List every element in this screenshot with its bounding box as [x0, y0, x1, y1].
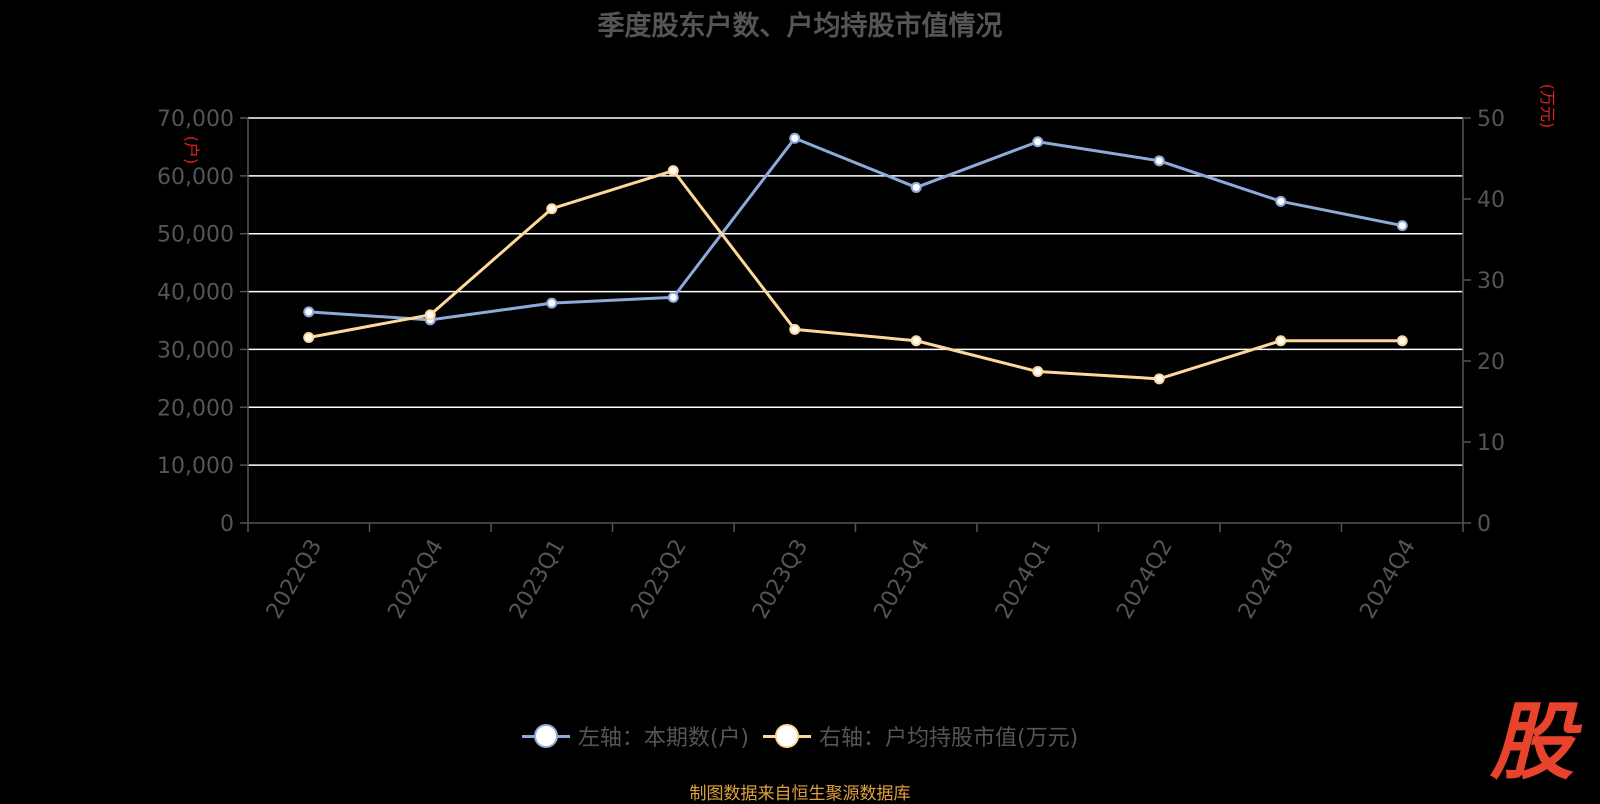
y-right-tick-label: 20: [1477, 350, 1505, 375]
y-right-tick-label: 0: [1477, 512, 1491, 537]
legend-item-left-axis[interactable]: 左轴：本期数(户): [521, 720, 749, 752]
series-line-right: [308, 169, 1403, 381]
series-point-right: [1396, 335, 1408, 347]
y-left-tick-label: 10,000: [157, 454, 234, 479]
x-tick-label: 2023Q3: [748, 535, 813, 623]
series-point-right: [1032, 366, 1044, 378]
x-tick-label: 2022Q4: [383, 535, 448, 623]
x-tick-label: 2024Q3: [1234, 535, 1299, 623]
x-tick-label: 2023Q1: [505, 535, 570, 623]
series-point-left: [303, 306, 315, 318]
y-left-axis-label: (户): [182, 136, 201, 165]
series-point-right: [910, 335, 922, 347]
y-left-tick-label: 40,000: [157, 281, 234, 306]
y-left-tick-label: 0: [220, 512, 234, 537]
legend-label-left: 左轴：本期数(户): [577, 726, 749, 751]
legend-item-right-axis[interactable]: 右轴：户均持股市值(万元): [763, 720, 1078, 752]
series-point-right: [789, 323, 801, 335]
y-right-axis-label: (万元): [1538, 84, 1557, 129]
series-point-right: [424, 309, 436, 321]
series-point-left: [667, 291, 679, 303]
series-point-left: [910, 181, 922, 193]
series-point-left: [1032, 136, 1044, 148]
y-right-tick-label: 40: [1477, 188, 1505, 213]
series-point-left: [1275, 195, 1287, 207]
series-point-left: [546, 297, 558, 309]
x-tick-label: 2024Q1: [991, 535, 1056, 623]
y-left-tick-label: 50,000: [157, 223, 234, 248]
chart-canvas: 0 10,000 20,000 30,000 40,000 50,000 60,000 70,…: [157, 84, 1557, 624]
y-right-tick-label: 30: [1477, 269, 1505, 294]
series-line-left: [308, 136, 1403, 322]
x-tick-label: 2023Q4: [869, 535, 934, 623]
series-point-right: [303, 332, 315, 344]
y-right-tick-label: 10: [1477, 431, 1505, 456]
brand-logo: 股: [1489, 693, 1574, 791]
chart-legend: 左轴：本期数(户) 右轴：户均持股市值(万元): [0, 720, 1600, 752]
series-point-left: [1396, 220, 1408, 232]
series-point-right: [1275, 335, 1287, 347]
y-right-tick-label: 50: [1477, 107, 1505, 132]
data-source-note: 制图数据来自恒生聚源数据库: [689, 784, 911, 804]
x-tick-label: 2023Q2: [626, 535, 691, 623]
legend-label-right: 右轴：户均持股市值(万元): [819, 726, 1079, 751]
legend-swatch-right: [763, 723, 811, 749]
y-left-tick-label: 30,000: [157, 338, 234, 363]
chart-title: 季度股东户数、户均持股市值情况: [597, 11, 1003, 42]
y-left-tick-label: 60,000: [157, 165, 234, 190]
y-left-tick-label: 20,000: [157, 396, 234, 421]
x-tick-label: 2022Q3: [262, 535, 327, 623]
series-point-left: [789, 132, 801, 144]
series-point-right: [667, 165, 679, 177]
y-left-tick-label: 70,000: [157, 107, 234, 132]
series-point-right: [546, 203, 558, 215]
x-tick-label: 2024Q4: [1355, 535, 1420, 623]
legend-swatch-left: [521, 723, 570, 749]
series-point-right: [1153, 373, 1165, 385]
x-tick-label: 2024Q2: [1112, 535, 1177, 623]
series-point-left: [1153, 155, 1165, 167]
